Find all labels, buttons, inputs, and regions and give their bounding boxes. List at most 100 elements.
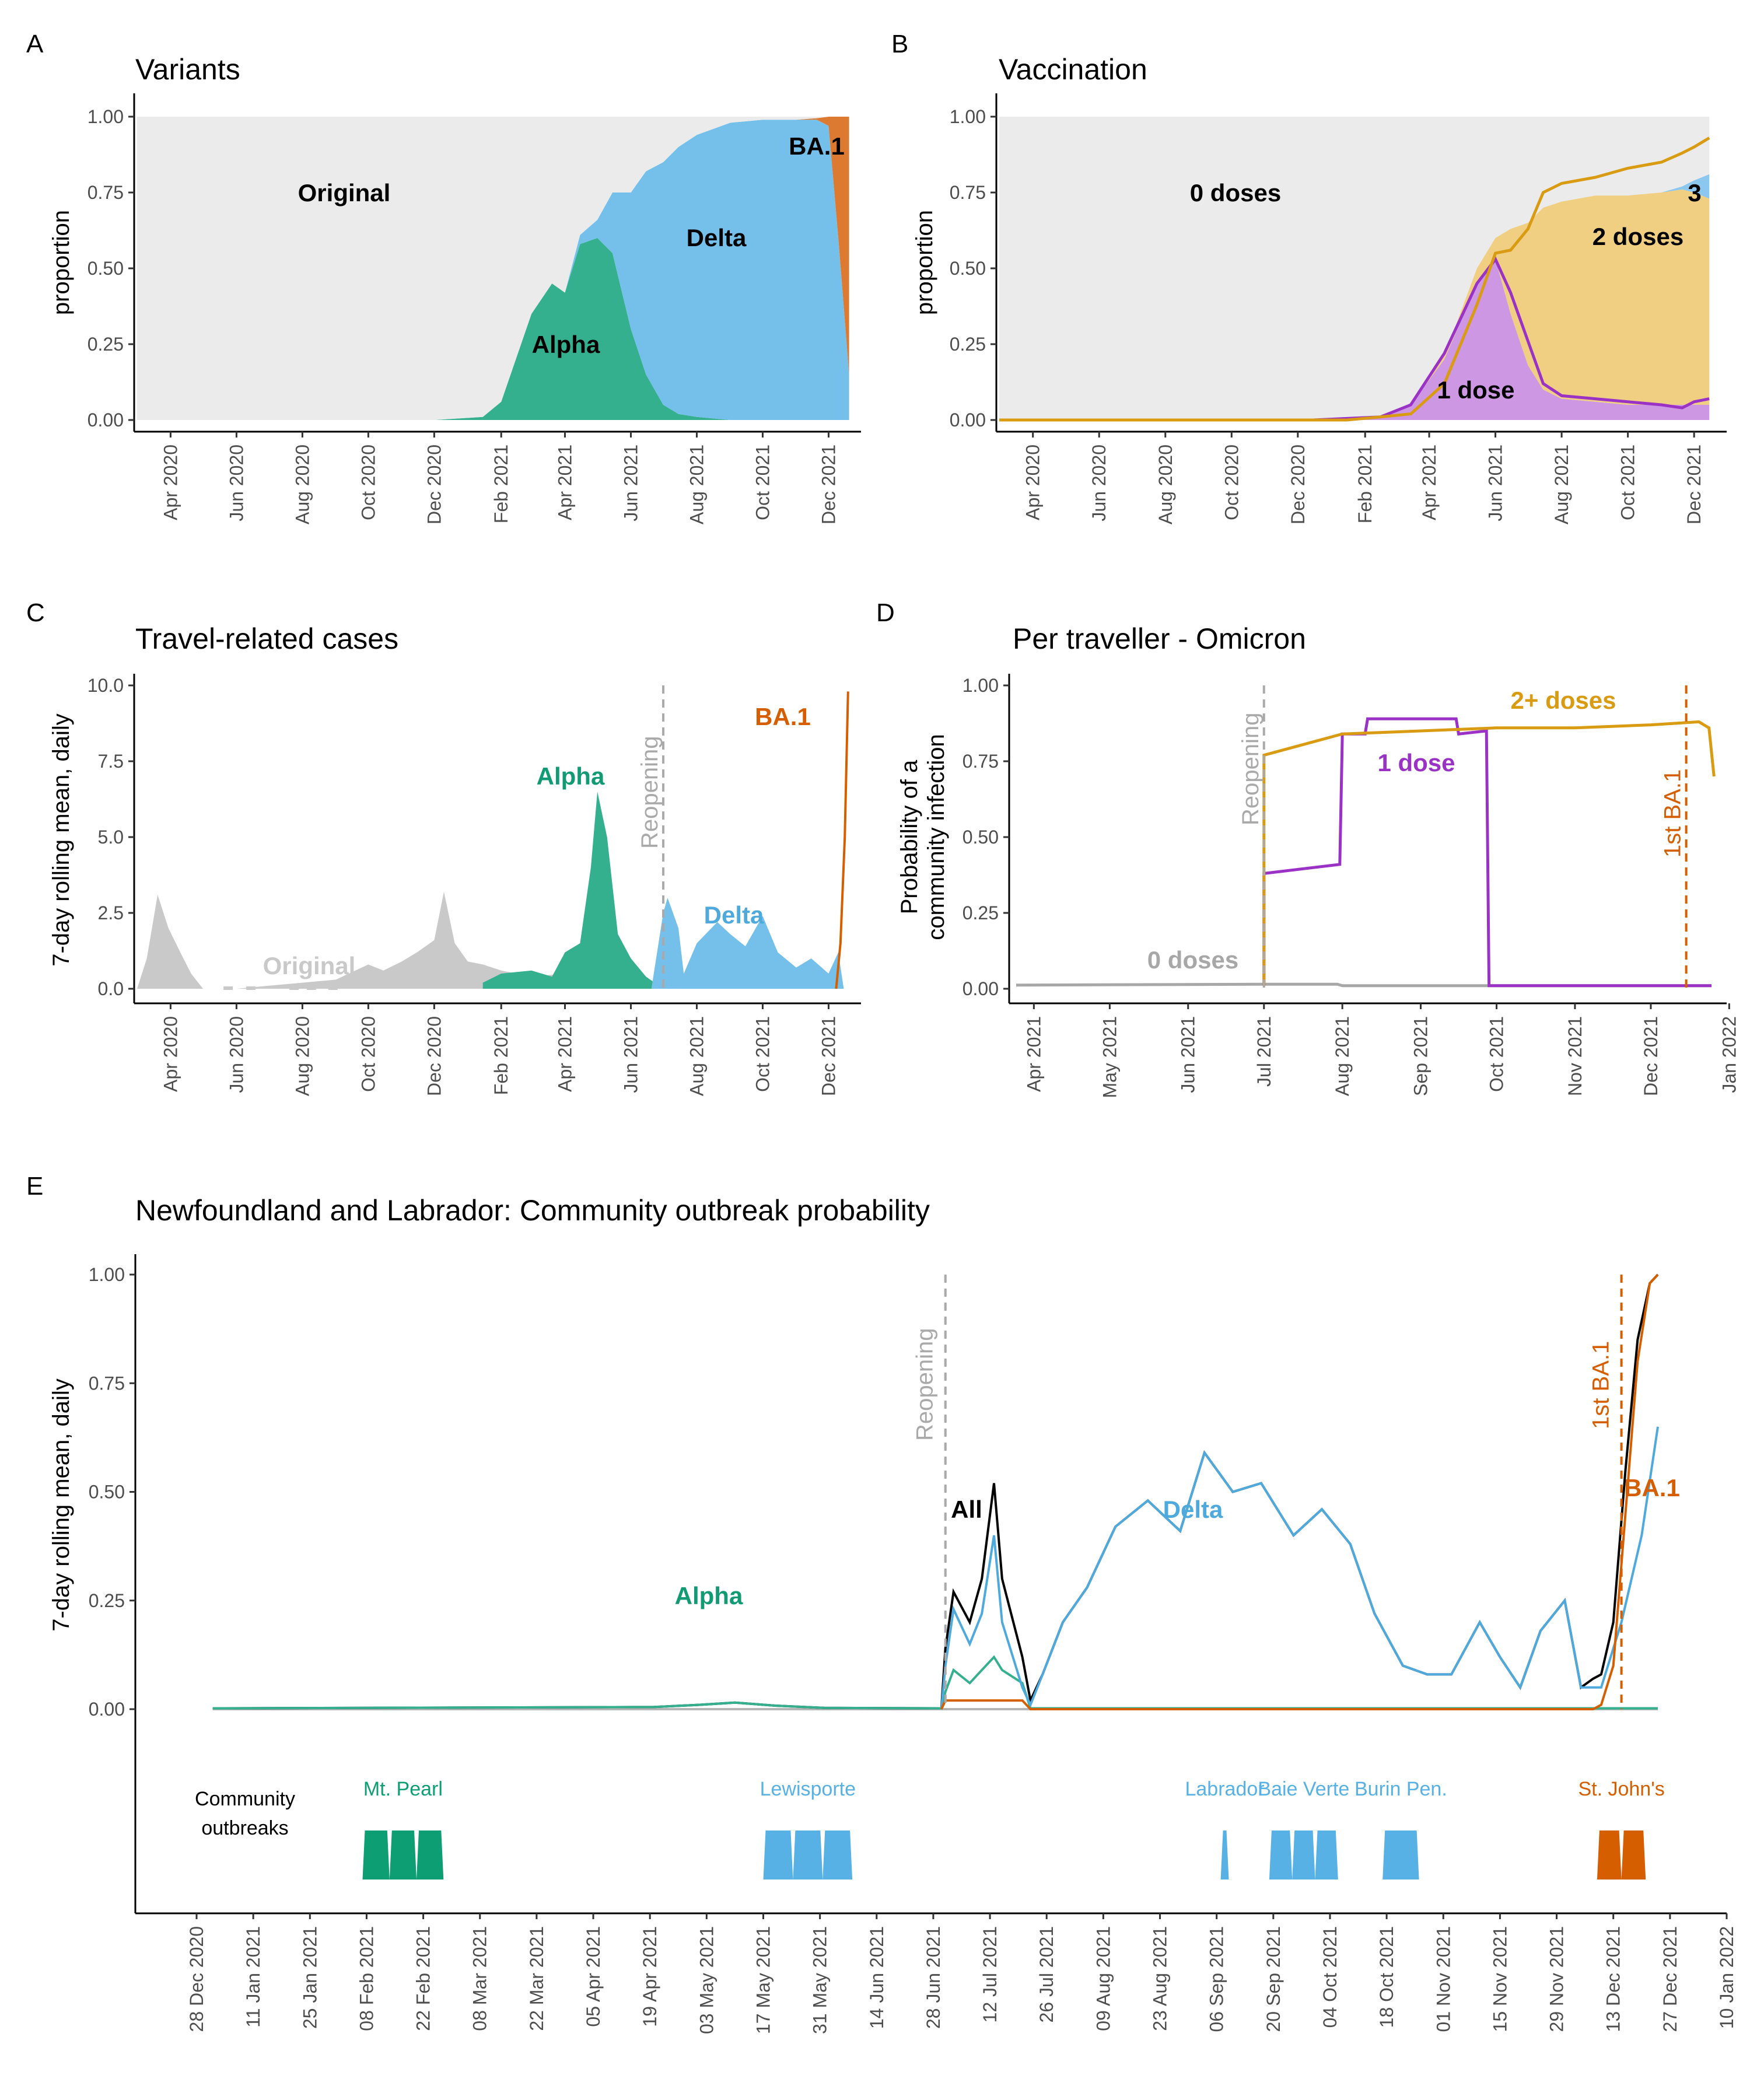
x-tick-label: Oct 2020 [358,1016,379,1092]
outbreak-bar [362,1831,390,1880]
line-delta [940,1426,1659,1710]
original-trace-dash [328,986,338,990]
label-2-doses: 2 doses [1592,223,1684,250]
x-tick-label: 06 Sep 2021 [1206,1926,1227,2032]
x-tick-label: Aug 2020 [1155,444,1176,524]
x-tick-label: Dec 2021 [818,444,839,524]
panel-e-lines [212,1273,1659,1710]
outbreaks-title: outbreaks [201,1817,288,1839]
y-tick-label: 0.00 [963,978,999,999]
panel-letter: B [891,30,908,58]
panel-e-axes: 0.00 0.25 0.50 0.75 1.00 28 Dec 2020 11 Jan 20… [89,1254,1737,2034]
x-tick-label: 17 May 2021 [752,1926,774,2034]
outbreaks-title: Community [195,1788,295,1810]
x-tick-label: 19 Apr 2021 [639,1926,660,2027]
x-tick-label: 09 Aug 2021 [1093,1926,1114,2031]
x-tick-label: Apr 2021 [554,444,575,520]
x-tick-label: 03 May 2021 [696,1926,717,2034]
x-tick-label: Feb 2021 [491,1016,512,1095]
y-tick-label: 0.50 [89,1482,125,1503]
x-tick-label: Aug 2021 [686,444,707,524]
line-1-dose [1262,717,1712,988]
x-tick-label: Dec 2020 [424,444,444,524]
y-tick-label: 0.50 [950,258,986,279]
panel-letter: D [876,598,895,627]
y-tick-label: 0.0 [98,978,124,999]
panel-letter: C [26,598,45,627]
label-ba1: BA.1 [789,132,845,160]
x-tick-label: Sep 2021 [1410,1016,1432,1096]
outbreak-strip [362,1831,1646,1880]
label-ba1: BA.1 [1624,1474,1680,1502]
x-tick-label: 29 Nov 2021 [1546,1926,1567,2032]
x-tick-label: Jun 2021 [620,1016,641,1093]
x-tick-label: 12 Jul 2021 [979,1926,1000,2022]
panel-title: Vaccination [999,53,1147,86]
area-1-dose [999,259,1710,420]
y-tick-label: 1.00 [88,106,124,127]
area-delta [137,120,849,420]
y-tick-label: 0.00 [950,410,986,430]
x-tick-label: Jun 2021 [1485,444,1506,522]
y-tick-label: 0.25 [963,902,999,923]
x-tick-label: Jun 2021 [1178,1016,1199,1093]
area-alpha [482,792,663,989]
x-tick-label: 26 Jul 2021 [1036,1926,1057,2022]
y-tick-label: 10.0 [88,675,124,696]
x-tick-label: 31 May 2021 [810,1926,831,2034]
x-tick-label: 28 Dec 2020 [186,1926,207,2032]
x-tick-label: Oct 2020 [1221,444,1242,520]
x-tick-label: 15 Nov 2021 [1489,1926,1510,2032]
outbreak-label: Burin Pen. [1354,1778,1447,1800]
x-tick-label: 23 Aug 2021 [1150,1926,1171,2031]
outbreak-bar [1621,1831,1646,1880]
x-tick-label: 22 Mar 2021 [526,1926,547,2031]
outbreak-bar [1382,1831,1419,1880]
panel-a-areas [137,117,849,420]
panel-c-axes: 0.0 2.5 5.0 7.5 10.0 Apr 2020 Jun 2020 Aug 2020… [88,674,861,1096]
x-tick-label: Jun 2020 [226,1016,247,1093]
x-tick-label: Oct 2021 [1486,1016,1507,1092]
x-tick-label: Feb 2021 [491,444,512,523]
label-alpha: Alpha [532,331,600,358]
outbreak-bar [1597,1831,1622,1880]
original-trace-dash [289,986,299,990]
y-axis-title: 7-day rolling mean, daily [48,1378,74,1632]
y-tick-label: 0.50 [88,258,124,279]
outbreak-bar [822,1831,853,1880]
x-tick-label: Aug 2021 [1332,1016,1353,1096]
label-delta: Delta [1163,1496,1223,1523]
label-2plus-doses: 2+ doses [1511,687,1616,714]
x-tick-label: Apr 2020 [1023,444,1044,520]
panel-b-areas [999,117,1710,422]
vline-label: Reopening [912,1328,938,1441]
x-tick-label: 18 Oct 2021 [1376,1926,1397,2028]
panel-letter: A [26,30,44,58]
panel-a-axes: 0.00 0.25 0.50 0.75 1.00 Apr 2020 Jun 2020 Aug … [88,93,861,524]
x-tick-label: Jun 2021 [620,444,641,522]
line-2-doses [999,136,1710,422]
x-tick-label: 25 Jan 2021 [299,1926,320,2029]
label-1-dose: 1 dose [1377,749,1455,776]
label-original: Original [298,179,391,206]
x-tick-label: Aug 2021 [1551,444,1572,524]
panel-title: Per traveller - Omicron [1013,622,1306,655]
label-0-doses: 0 doses [1147,946,1238,974]
area-2-doses [999,189,1710,420]
label-0-doses: 0 doses [1190,179,1281,206]
x-tick-label: Jan 2022 [1718,1016,1740,1093]
outbreak-label: Labrador [1185,1778,1264,1800]
vline-label: 1st BA.1 [1660,769,1686,858]
x-tick-label: 08 Mar 2021 [470,1926,491,2031]
panel-title: Variants [135,53,240,86]
x-tick-label: 10 Jan 2022 [1716,1926,1737,2029]
outbreak-label: Baie Verte [1258,1778,1349,1800]
y-tick-label: 0.25 [950,334,986,355]
label-all: All [951,1496,982,1523]
y-axis-title: 7-day rolling mean, daily [48,713,74,967]
label-alpha: Alpha [675,1582,743,1609]
x-tick-label: Dec 2020 [424,1016,444,1096]
y-tick-label: 1.00 [963,675,999,696]
outbreak-bar [793,1831,823,1880]
y-tick-label: 0.00 [88,410,124,430]
